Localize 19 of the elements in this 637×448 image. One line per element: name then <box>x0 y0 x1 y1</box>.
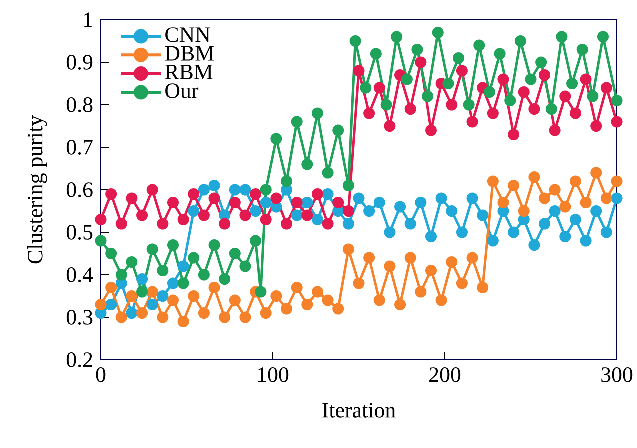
y-tick-label: 0.7 <box>66 140 93 155</box>
legend-label: Our <box>166 84 199 98</box>
y-tick-label: 0.4 <box>66 268 94 282</box>
y-tick-label: 0.5 <box>66 225 93 240</box>
x-tick-label: 300 <box>602 368 633 382</box>
legend-label: CNN <box>166 28 210 42</box>
x-tick-label: 0 <box>96 368 106 382</box>
x-axis-title: Iteration <box>322 403 396 418</box>
legend-label: RBM <box>165 64 213 80</box>
x-tick-label: 100 <box>258 368 289 382</box>
y-tick-label: 0.6 <box>66 182 93 198</box>
y-axis-title: Clustering purity <box>27 115 48 264</box>
y-tick-label: 1 <box>84 12 92 28</box>
y-tick-label: 0.8 <box>66 98 93 112</box>
legend-label: DBM <box>165 46 214 61</box>
y-tick-label: 0.2 <box>66 352 92 368</box>
y-tick-label: 0.3 <box>66 310 93 325</box>
x-tick-label: 200 <box>430 368 461 382</box>
y-tick-label: 0.9 <box>66 55 93 70</box>
